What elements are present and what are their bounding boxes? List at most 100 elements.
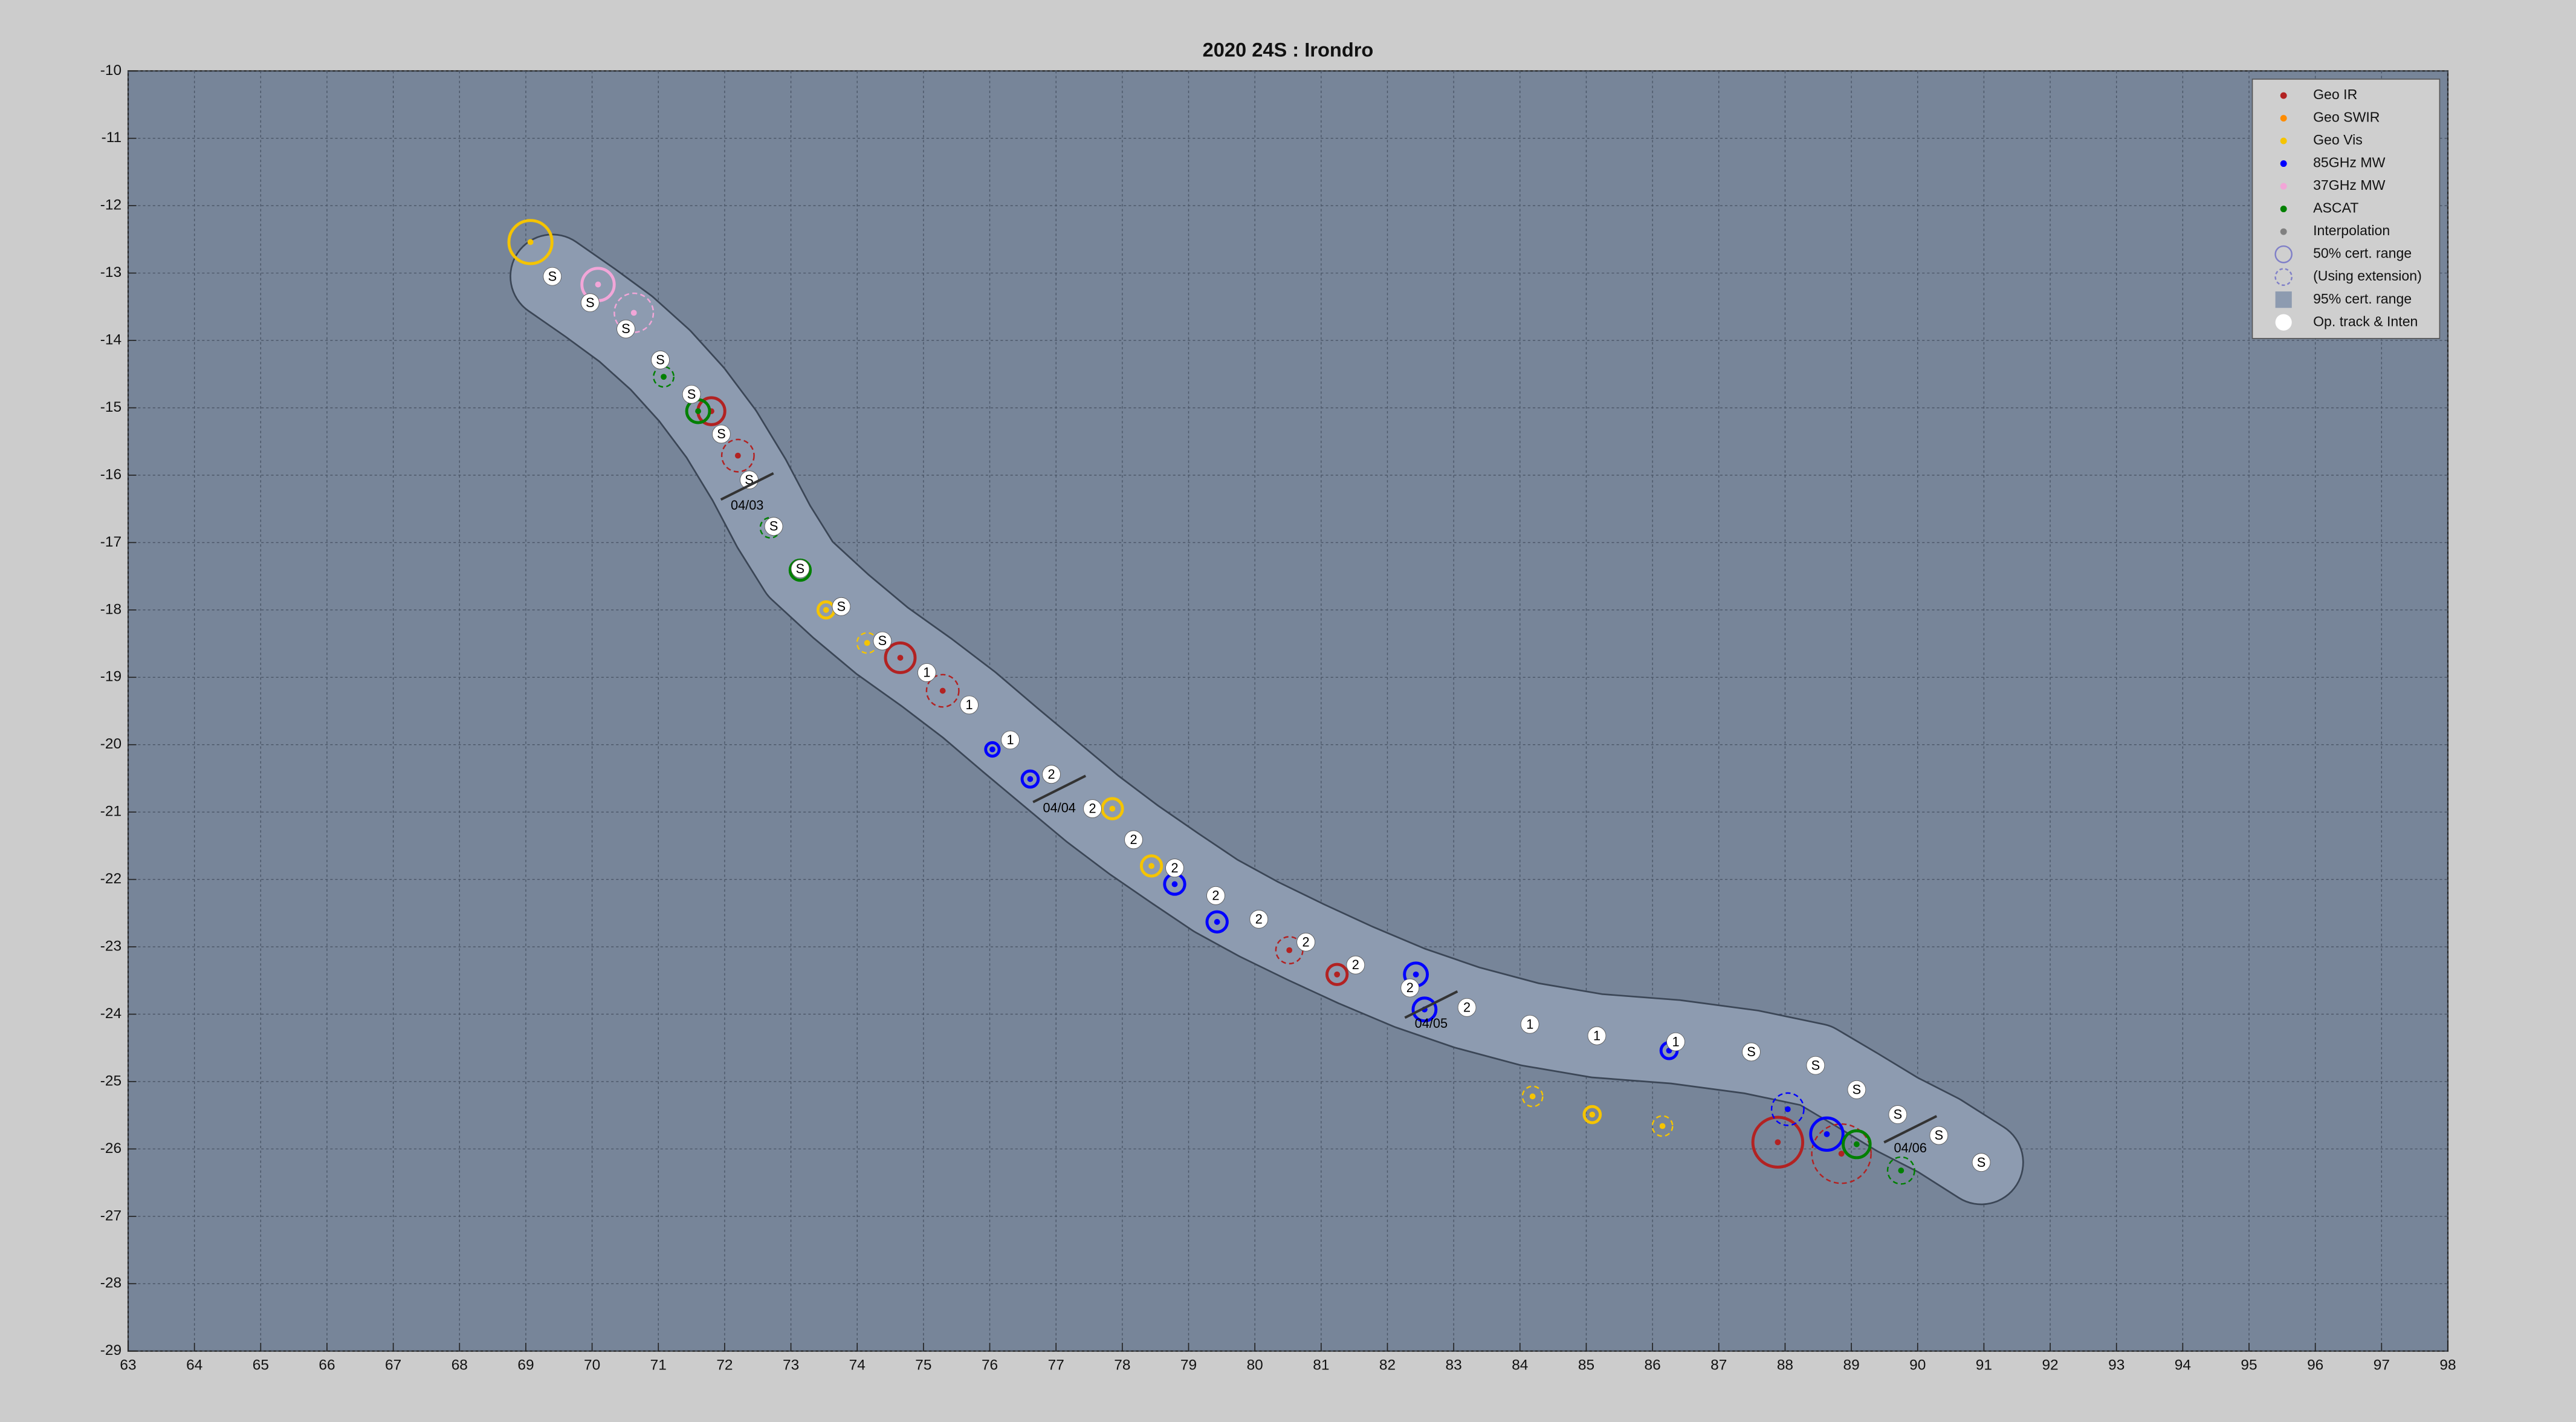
track-point bbox=[873, 631, 892, 651]
intensity-label: 2 bbox=[1463, 999, 1471, 1015]
x-tick-label: 96 bbox=[2307, 1357, 2323, 1374]
intensity-label: 2 bbox=[1130, 832, 1137, 847]
legend-label: Geo SWIR bbox=[2313, 109, 2380, 125]
intensity-label: 2 bbox=[1303, 934, 1310, 949]
fix-range bbox=[1811, 1123, 1872, 1184]
fix-point bbox=[897, 655, 904, 661]
track-point bbox=[1083, 799, 1102, 818]
date-line bbox=[1883, 1115, 1938, 1144]
track-point bbox=[616, 319, 635, 339]
fix-point bbox=[661, 374, 667, 380]
intensity-label: S bbox=[1977, 1155, 1986, 1170]
fix-range bbox=[884, 641, 917, 674]
fix-point bbox=[1898, 1167, 1904, 1174]
legend-symbol bbox=[2280, 228, 2287, 235]
x-tick-label: 80 bbox=[1247, 1357, 1263, 1374]
track-point bbox=[1042, 765, 1061, 784]
y-tick-label: -24 bbox=[100, 1005, 121, 1022]
fix-range bbox=[1325, 963, 1349, 986]
intensity-label: 2 bbox=[1352, 957, 1359, 972]
x-tick-label: 79 bbox=[1180, 1357, 1197, 1374]
legend-label: Geo Vis bbox=[2313, 132, 2363, 148]
x-tick-label: 95 bbox=[2241, 1357, 2257, 1374]
x-tick-label: 89 bbox=[1843, 1357, 1859, 1374]
track-point bbox=[917, 663, 936, 682]
fix-point bbox=[630, 310, 637, 316]
fix-point bbox=[989, 746, 995, 753]
intensity-label: 1 bbox=[1593, 1028, 1600, 1043]
legend-symbol bbox=[2280, 137, 2287, 144]
track-point bbox=[1400, 978, 1420, 998]
legend-symbol bbox=[2280, 115, 2287, 122]
x-tick-label: 83 bbox=[1446, 1357, 1462, 1374]
fix-point bbox=[527, 239, 534, 245]
intensity-label: S bbox=[1811, 1057, 1820, 1073]
intensity-label: S bbox=[1894, 1107, 1903, 1122]
legend-label: 85GHz MW bbox=[2313, 155, 2386, 170]
chart-title: 2020 24S : Irondro bbox=[1203, 38, 1374, 60]
intensity-label: S bbox=[687, 386, 696, 401]
track-point bbox=[1972, 1153, 1991, 1172]
legend-symbol bbox=[2275, 291, 2292, 308]
legend-label: 95% cert. range bbox=[2313, 291, 2412, 307]
fix-point bbox=[1824, 1131, 1830, 1137]
intensity-label: S bbox=[586, 295, 595, 310]
intensity-label: 1 bbox=[966, 697, 973, 712]
fix-range bbox=[507, 219, 554, 265]
legend-symbol bbox=[2280, 206, 2287, 213]
fix-point bbox=[1413, 971, 1419, 978]
track-point bbox=[1847, 1080, 1866, 1099]
x-tick-label: 91 bbox=[1976, 1357, 1992, 1374]
x-tick-label: 87 bbox=[1710, 1357, 1727, 1374]
y-tick-label: -17 bbox=[100, 534, 121, 550]
y-tick-label: -25 bbox=[100, 1073, 121, 1089]
legend-label: (Using extension) bbox=[2313, 268, 2422, 284]
intensity-label: 2 bbox=[1089, 801, 1096, 816]
intensity-label: 1 bbox=[923, 665, 930, 680]
y-tick-label: -18 bbox=[100, 601, 121, 617]
x-tick-label: 66 bbox=[319, 1357, 335, 1374]
intensity-label: 1 bbox=[1526, 1016, 1533, 1031]
track-point bbox=[543, 267, 562, 286]
y-tick-label: -22 bbox=[100, 871, 121, 887]
fix-point bbox=[1286, 947, 1293, 953]
fix-point bbox=[734, 452, 741, 459]
x-tick-label: 98 bbox=[2439, 1357, 2456, 1374]
track-point bbox=[1346, 955, 1365, 975]
fix-point bbox=[1529, 1093, 1536, 1100]
track-point bbox=[1296, 932, 1315, 952]
x-tick-label: 65 bbox=[253, 1357, 269, 1374]
track-point bbox=[832, 597, 851, 616]
intensity-label: 2 bbox=[1255, 911, 1263, 926]
track-point bbox=[1165, 859, 1184, 878]
y-tick-label: -10 bbox=[100, 62, 121, 79]
legend-symbol bbox=[2280, 160, 2287, 167]
y-tick-label: -13 bbox=[100, 264, 121, 281]
fix-range bbox=[1101, 797, 1124, 820]
legend-symbol bbox=[2274, 268, 2293, 286]
x-tick-label: 93 bbox=[2108, 1357, 2125, 1374]
fix-range bbox=[1521, 1085, 1544, 1108]
x-tick-label: 77 bbox=[1048, 1357, 1064, 1374]
fix-point bbox=[695, 408, 701, 414]
legend-label: 37GHz MW bbox=[2313, 177, 2386, 193]
fix-range bbox=[1886, 1156, 1915, 1185]
legend: Geo IR Geo SWIR Geo Vis 85GHz MW 37GHz MW ASC… bbox=[2251, 79, 2441, 339]
x-tick-label: 94 bbox=[2175, 1357, 2191, 1374]
track-point bbox=[682, 385, 701, 404]
x-tick-label: 71 bbox=[650, 1357, 667, 1374]
x-tick-label: 68 bbox=[451, 1357, 468, 1374]
intensity-label: 1 bbox=[1672, 1034, 1679, 1049]
y-tick-label: -28 bbox=[100, 1275, 121, 1291]
grid bbox=[128, 70, 2448, 1352]
legend-label: ASCAT bbox=[2313, 200, 2358, 216]
fix-point bbox=[1214, 918, 1220, 925]
track-point bbox=[1249, 910, 1269, 929]
track-point bbox=[764, 517, 783, 536]
track-point bbox=[651, 351, 670, 369]
fix-point bbox=[1148, 863, 1155, 869]
fix-point bbox=[823, 606, 829, 613]
